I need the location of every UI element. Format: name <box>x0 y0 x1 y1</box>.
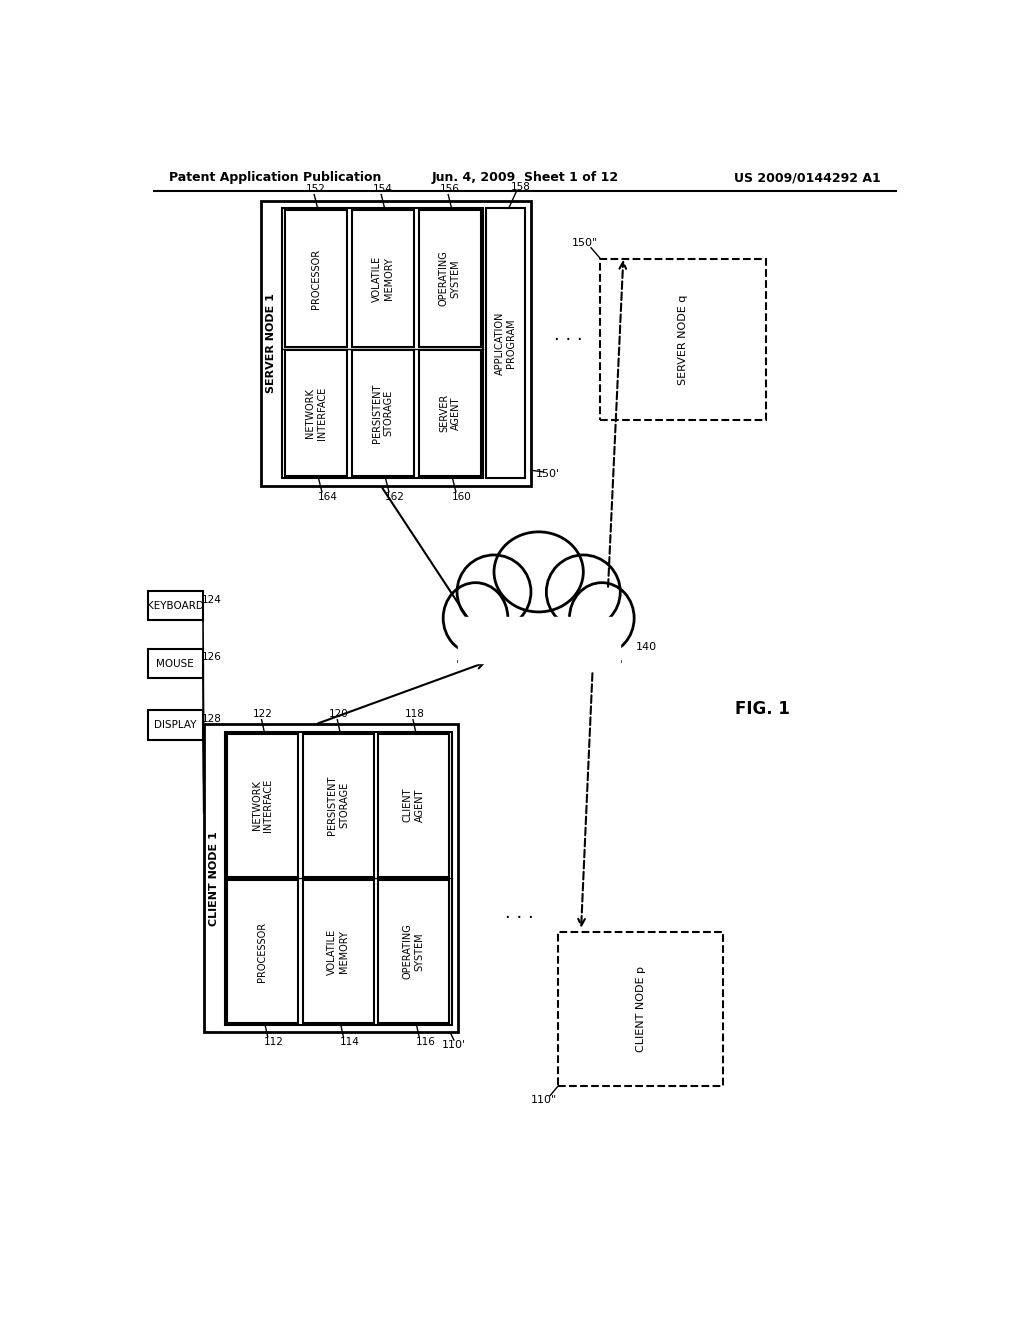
Text: OPERATING
SYSTEM: OPERATING SYSTEM <box>439 251 461 306</box>
Text: PERSISTENT
STORAGE: PERSISTENT STORAGE <box>328 776 349 834</box>
Bar <box>224 733 452 1024</box>
Ellipse shape <box>569 582 634 653</box>
Bar <box>600 259 766 420</box>
Ellipse shape <box>443 582 508 653</box>
Text: 124: 124 <box>203 594 222 605</box>
Text: VOLATILE
MEMORY: VOLATILE MEMORY <box>328 928 349 974</box>
Bar <box>486 209 524 478</box>
Text: 140: 140 <box>636 643 657 652</box>
Text: VOLATILE
MEMORY: VOLATILE MEMORY <box>372 256 393 301</box>
Bar <box>351 210 414 347</box>
Text: SERVER
AGENT: SERVER AGENT <box>439 395 461 433</box>
Text: SERVER NODE 1: SERVER NODE 1 <box>266 293 276 393</box>
Bar <box>147 649 203 678</box>
Text: SERVER NODE q: SERVER NODE q <box>678 294 688 384</box>
Ellipse shape <box>458 590 620 671</box>
Text: 154: 154 <box>373 185 392 194</box>
Ellipse shape <box>547 554 621 628</box>
Text: OPERATING
SYSTEM: OPERATING SYSTEM <box>403 924 425 979</box>
Bar <box>419 210 481 347</box>
Text: . . .: . . . <box>554 326 583 345</box>
Text: 112: 112 <box>264 1038 284 1047</box>
Bar <box>378 880 450 1023</box>
Bar <box>204 725 458 1032</box>
Ellipse shape <box>521 573 621 653</box>
Text: CLIENT NODE 1: CLIENT NODE 1 <box>209 832 219 925</box>
Bar <box>302 880 374 1023</box>
Text: 120: 120 <box>329 709 349 719</box>
Bar <box>458 616 620 663</box>
Text: PROCESSOR: PROCESSOR <box>257 921 267 982</box>
Text: CLIENT NODE p: CLIENT NODE p <box>636 966 646 1052</box>
Text: NETWORK
INTERFACE: NETWORK INTERFACE <box>305 387 327 440</box>
Text: 110": 110" <box>530 1096 557 1105</box>
Text: 116: 116 <box>416 1038 435 1047</box>
Ellipse shape <box>457 554 531 628</box>
Text: 126: 126 <box>203 652 222 663</box>
Text: 162: 162 <box>384 492 404 502</box>
Text: . . .: . . . <box>505 904 534 921</box>
Text: 152: 152 <box>306 185 326 194</box>
Bar <box>147 710 203 739</box>
Bar <box>283 209 483 478</box>
Text: 114: 114 <box>340 1038 359 1047</box>
Ellipse shape <box>494 532 584 612</box>
Bar <box>261 201 531 486</box>
Text: 150": 150" <box>571 238 598 248</box>
Text: DISPLAY: DISPLAY <box>154 721 197 730</box>
Bar <box>226 880 298 1023</box>
Text: CLIENT
AGENT: CLIENT AGENT <box>403 788 425 822</box>
Text: 118: 118 <box>404 709 425 719</box>
Bar <box>285 350 347 477</box>
Text: NETWORK
INTERFACE: NETWORK INTERFACE <box>252 779 273 832</box>
Text: 158: 158 <box>511 182 530 191</box>
Text: PROCESSOR: PROCESSOR <box>310 248 321 309</box>
Text: PERSISTENT
STORAGE: PERSISTENT STORAGE <box>372 384 393 444</box>
Text: Patent Application Publication: Patent Application Publication <box>169 172 381 185</box>
Bar <box>226 734 298 876</box>
Text: Jun. 4, 2009  Sheet 1 of 12: Jun. 4, 2009 Sheet 1 of 12 <box>431 172 618 185</box>
Text: KEYBOARD: KEYBOARD <box>146 601 204 611</box>
Bar <box>378 734 450 876</box>
Ellipse shape <box>457 573 556 653</box>
Text: 128: 128 <box>203 714 222 723</box>
Bar <box>419 350 481 477</box>
Text: MOUSE: MOUSE <box>157 659 195 668</box>
Bar <box>147 591 203 620</box>
Bar <box>302 734 374 876</box>
Bar <box>351 350 414 477</box>
Text: 156: 156 <box>439 185 460 194</box>
Text: 164: 164 <box>317 492 337 502</box>
Text: 160: 160 <box>452 492 471 502</box>
Text: 110': 110' <box>442 1040 466 1049</box>
Text: US 2009/0144292 A1: US 2009/0144292 A1 <box>734 172 881 185</box>
Text: 150': 150' <box>536 469 560 479</box>
Bar <box>558 932 724 1086</box>
Text: 122: 122 <box>253 709 273 719</box>
Text: APPLICATION
PROGRAM: APPLICATION PROGRAM <box>495 312 516 375</box>
Bar <box>285 210 347 347</box>
Text: FIG. 1: FIG. 1 <box>734 700 790 718</box>
